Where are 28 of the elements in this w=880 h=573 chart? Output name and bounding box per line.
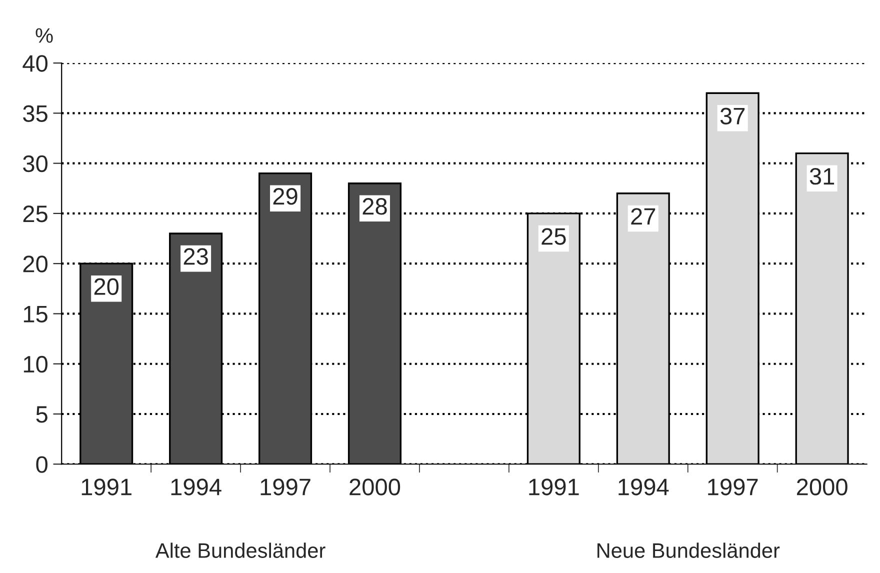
y-tick-label: 5 — [36, 406, 48, 423]
x-tick-label: 1997 — [260, 478, 310, 496]
data-label: 23 — [184, 248, 208, 265]
data-label: 20 — [94, 278, 119, 295]
x-tick-label: 1994 — [618, 478, 669, 496]
x-tick-label: 1991 — [529, 478, 579, 496]
x-tick-label: 1991 — [82, 478, 132, 496]
data-label: 27 — [631, 208, 656, 225]
y-axis-title: % — [36, 28, 53, 43]
y-tick-label: 0 — [36, 456, 48, 473]
y-tick-label: 10 — [24, 356, 48, 373]
x-tick-label: 2000 — [350, 478, 400, 496]
x-tick-label: 2000 — [796, 478, 848, 496]
y-tick-label: 25 — [23, 206, 48, 222]
y-tick-label: 15 — [24, 306, 48, 323]
y-tick-label: 40 — [22, 55, 48, 72]
text: Neue Bundesländer — [598, 542, 780, 558]
x-tick-label: 1994 — [171, 478, 222, 496]
text: Alte Bundesländer — [155, 542, 326, 558]
y-tick-label: 35 — [23, 105, 48, 122]
data-label: 28 — [362, 198, 387, 215]
data-label: 37 — [720, 108, 745, 125]
data-label: 25 — [542, 228, 566, 245]
y-tick-label: 20 — [23, 256, 48, 272]
data-label: 31 — [810, 168, 834, 185]
data-label: 29 — [273, 188, 298, 205]
x-tick-label: 1997 — [708, 478, 758, 496]
y-tick-label: 30 — [23, 155, 48, 172]
